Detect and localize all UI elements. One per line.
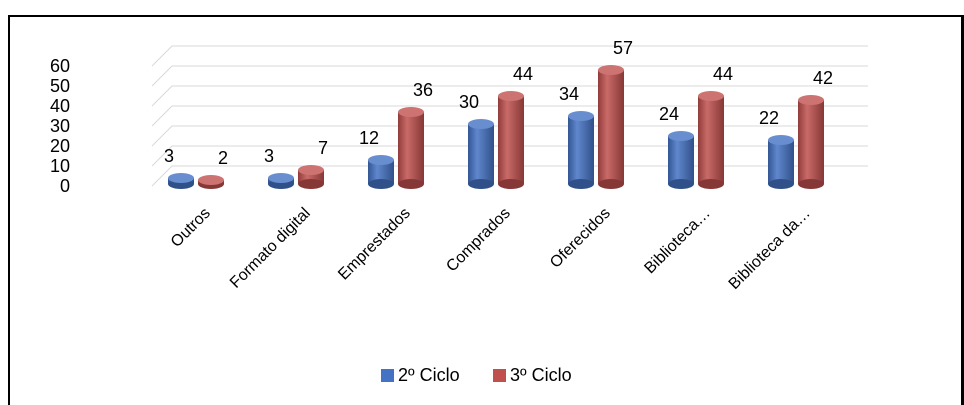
gridline — [151, 45, 868, 67]
legend-label: 2º Ciclo — [398, 365, 460, 385]
data-label: 3 — [164, 146, 174, 166]
data-label: 24 — [659, 104, 679, 124]
gridline — [151, 145, 868, 167]
data-label: 2 — [218, 148, 228, 168]
legend-label: 3º Ciclo — [510, 365, 572, 385]
data-label: 30 — [459, 92, 479, 112]
category-label: Outros — [168, 205, 214, 251]
y-tick-label: 30 — [50, 116, 70, 136]
y-tick-label: 40 — [50, 96, 70, 116]
bar — [598, 65, 624, 189]
category-label: Emprestados — [335, 205, 414, 284]
bar — [268, 173, 294, 189]
data-label: 12 — [359, 128, 379, 148]
category-label: Biblioteca da… — [726, 205, 814, 293]
data-label: 42 — [813, 68, 833, 88]
bar — [368, 155, 394, 189]
bar — [768, 135, 794, 189]
data-label: 3 — [264, 146, 274, 166]
bar — [568, 111, 594, 189]
category-label: Comprados — [443, 205, 514, 276]
data-label: 36 — [413, 80, 433, 100]
bar — [668, 131, 694, 189]
y-tick-label: 0 — [60, 176, 70, 196]
bar — [698, 91, 724, 189]
legend-item: 2º Ciclo — [381, 365, 460, 385]
bar — [468, 119, 494, 189]
category-label: Oferecidos — [547, 205, 614, 272]
category-label: Formato digital — [227, 205, 314, 292]
gridline — [151, 85, 868, 107]
y-tick-label: 50 — [50, 76, 70, 96]
data-label: 7 — [318, 138, 328, 158]
legend-swatch — [493, 369, 506, 382]
y-tick-label: 60 — [50, 56, 70, 76]
legend-swatch — [381, 369, 394, 382]
bar — [168, 173, 194, 189]
bar — [298, 165, 324, 189]
category-label: Biblioteca… — [641, 205, 713, 277]
data-label: 22 — [759, 108, 779, 128]
data-label: 44 — [713, 64, 733, 84]
y-tick-label: 10 — [50, 156, 70, 176]
gridline — [151, 125, 868, 147]
data-label: 34 — [559, 84, 579, 104]
chart-frame: 0 10 20 30 40 50 60 3 2 3 7 12 36 30 44 34 57 24 44 22 42 O… — [8, 15, 964, 405]
bar — [198, 175, 224, 189]
data-label: 44 — [513, 64, 533, 84]
legend-item: 3º Ciclo — [493, 365, 572, 385]
bar — [398, 107, 424, 189]
bar — [798, 95, 824, 189]
bar — [498, 91, 524, 189]
gridline — [151, 65, 868, 87]
data-label: 57 — [613, 38, 633, 58]
y-tick-label: 20 — [50, 136, 70, 156]
gridline — [151, 105, 868, 127]
gridline — [151, 165, 868, 187]
